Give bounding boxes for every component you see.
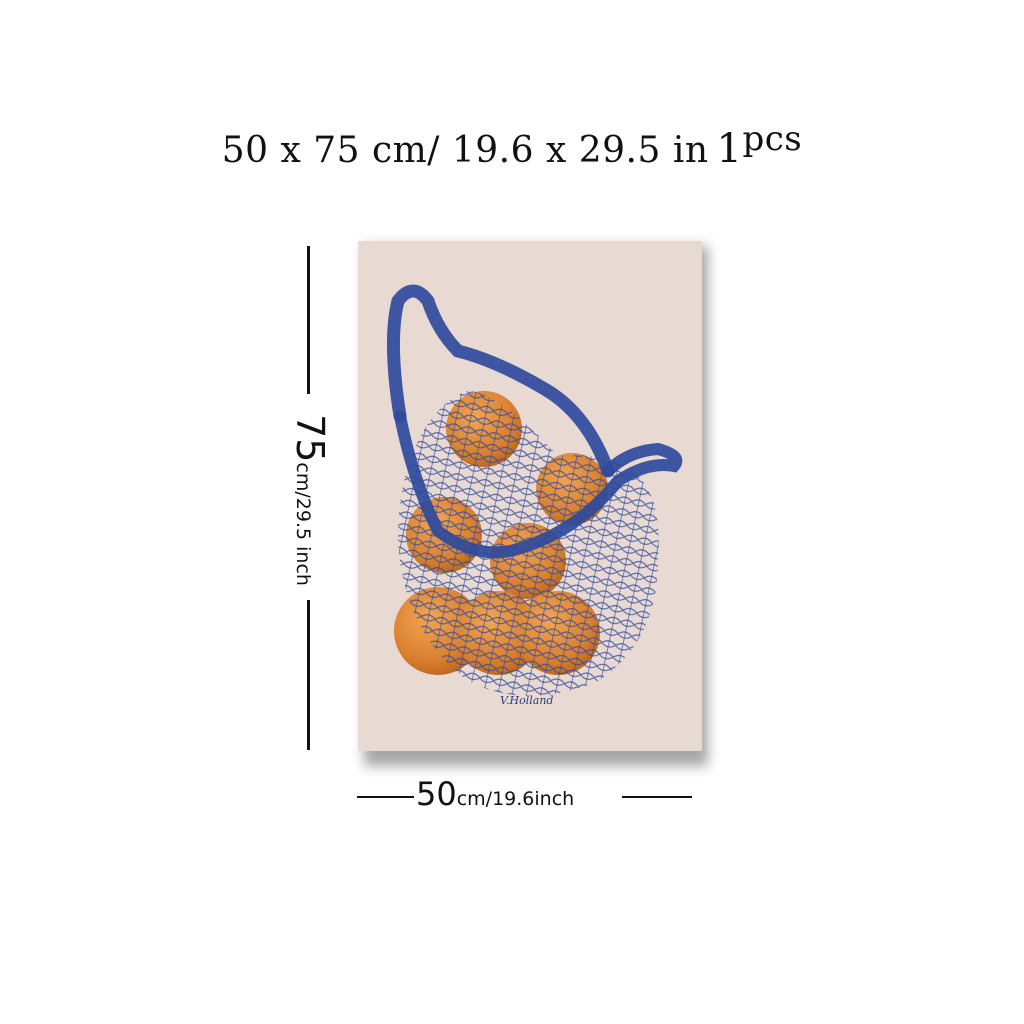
height-value: 75 xyxy=(288,414,332,463)
width-dimension-line-right xyxy=(622,796,692,798)
width-value: 50 xyxy=(416,775,457,813)
height-dimension-line-bottom xyxy=(307,600,310,750)
pcs-number: 1 xyxy=(716,126,743,172)
net-bag-oranges-illustration xyxy=(386,284,683,696)
size-text: 50 x 75 cm/ 19.6 x 29.5 in xyxy=(221,130,709,171)
width-dimension-label: 50cm/19.6inch xyxy=(416,778,574,810)
net-mesh xyxy=(398,391,659,696)
bag-handle-right xyxy=(394,410,683,559)
poster-artwork xyxy=(358,241,702,751)
height-dimension-label: 75cm/29.5 inch xyxy=(288,414,332,586)
height-unit: cm/29.5 inch xyxy=(292,462,314,586)
size-heading: 50 x 75 cm/ 19.6 x 29.5 in 1pcs xyxy=(0,119,1024,172)
width-unit: cm/19.6inch xyxy=(456,788,575,810)
artist-signature: V.Holland xyxy=(500,694,554,707)
width-dimension-line-left xyxy=(357,796,414,798)
bag-handle-left xyxy=(386,284,615,478)
pcs-unit: pcs xyxy=(742,119,803,159)
height-dimension-line-top xyxy=(307,246,310,394)
